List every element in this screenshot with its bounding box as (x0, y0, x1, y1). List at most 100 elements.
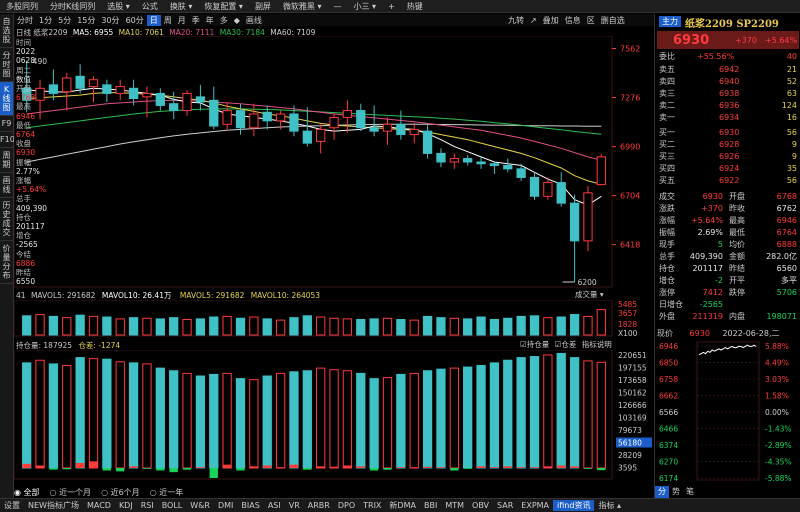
topbar-item[interactable]: + (388, 1, 395, 11)
period-tab[interactable]: 季 (191, 15, 200, 25)
chart-tool[interactable]: ↗ (530, 15, 537, 25)
candle-body[interactable] (583, 192, 593, 242)
candle-body[interactable] (275, 113, 286, 122)
period-tab[interactable]: 60分 (125, 15, 144, 25)
period-tab[interactable]: 日 (146, 14, 161, 26)
topbar-item[interactable]: 分时K线同列 (50, 1, 96, 11)
candle-body[interactable] (449, 158, 459, 163)
leftbar-item[interactable]: 历史成交 (0, 198, 13, 241)
candle-body[interactable] (195, 96, 206, 103)
indicator-tab[interactable]: 新DMA (389, 501, 416, 510)
leftbar-item[interactable]: 自选股 (0, 14, 13, 48)
open-interest-chart[interactable]: 220651 197155 173658 150162 126666 103169 7967… (14, 350, 654, 480)
candle-body[interactable] (75, 75, 85, 89)
topbar-item[interactable]: 恢复配置 ▾ (204, 1, 243, 11)
topbar-item[interactable]: 热键 (406, 1, 423, 11)
candle-body[interactable] (302, 130, 312, 144)
topbar-item[interactable]: 微软雅黑 ▾ (282, 1, 322, 11)
candle-body[interactable] (396, 123, 406, 136)
volume-indicator-dropdown[interactable]: 成交量 ▾ (575, 290, 604, 299)
mini-tab[interactable]: 分 (655, 486, 669, 498)
topbar-item[interactable]: 选股 ▾ (107, 1, 130, 11)
candle-body[interactable] (543, 182, 553, 197)
period-tab[interactable]: 年 (205, 15, 214, 25)
candle-body[interactable] (48, 84, 59, 94)
indicator-tab[interactable]: MACD (86, 501, 111, 510)
leftbar-item[interactable]: 画线 (0, 173, 13, 198)
mini-tab[interactable]: 笔 (686, 487, 694, 496)
indicator-tab[interactable]: KDJ (118, 501, 133, 510)
period-option[interactable]: ○ 近6个月 (101, 487, 140, 498)
candle-body[interactable] (102, 84, 112, 94)
topbar-item[interactable]: 副屏 (254, 1, 271, 11)
leftbar-item[interactable]: 周期 (0, 148, 13, 173)
candle-body[interactable] (489, 163, 500, 166)
indicator-tab[interactable]: 指标 ▴ (598, 501, 622, 510)
indicator-tab[interactable]: W&R (190, 501, 210, 510)
candlestick-chart[interactable]: 7562 7276 6990 6704 6418 490 6200 (14, 36, 654, 288)
candle-body[interactable] (142, 92, 152, 98)
chart-tool[interactable]: 删自选 (600, 15, 625, 25)
leftbar-item[interactable]: 分时图 (0, 48, 13, 82)
candle-body[interactable] (262, 111, 272, 122)
indicator-tab[interactable]: BBI (423, 501, 438, 510)
indicator-help-link[interactable]: 指标说明 (581, 340, 612, 349)
period-tab[interactable]: 1分 (39, 15, 53, 25)
leftbar-item[interactable]: 价量分布 (0, 241, 13, 284)
candle-body[interactable] (596, 156, 606, 186)
indicator-tab[interactable]: EXPMA (521, 501, 550, 510)
candle-body[interactable] (88, 79, 99, 88)
indicator-tab[interactable]: DMI (217, 501, 234, 510)
candle-body[interactable] (529, 176, 540, 197)
chart-tool[interactable]: 区 (586, 15, 595, 25)
indicator-tab[interactable]: NEW指标广场 (28, 501, 79, 510)
period-tab[interactable]: 多 (219, 15, 228, 25)
candle-body[interactable] (169, 103, 179, 112)
intraday-mini-chart[interactable]: 6946 5.88% 6850 4.49% 6758 3.03% 6662 1.58% 6566… (655, 340, 800, 484)
topbar-item[interactable]: 换肤 ▾ (169, 1, 193, 11)
indicator-tab[interactable]: 设置 (4, 501, 20, 510)
candle-body[interactable] (62, 77, 72, 93)
period-tab[interactable]: 分时 (17, 15, 33, 25)
candle-body[interactable] (35, 87, 45, 101)
period-tab[interactable]: 5分 (58, 15, 72, 25)
candle-body[interactable] (155, 92, 165, 106)
candle-body[interactable] (222, 110, 232, 125)
oi-change-checkbox[interactable]: ☑仓差 (554, 340, 577, 349)
candle-body[interactable] (342, 110, 353, 118)
candle-body[interactable] (22, 87, 32, 101)
candle-body[interactable] (463, 158, 473, 163)
indicator-tab[interactable]: ARBR (307, 501, 330, 510)
indicator-tab[interactable]: BIAS (241, 501, 260, 510)
candle-body[interactable] (476, 161, 486, 165)
chart-tool[interactable]: 叠加 (542, 15, 559, 25)
candle-body[interactable] (422, 130, 433, 154)
topbar-item[interactable]: 公式 (141, 1, 158, 11)
period-tab[interactable]: 月 (177, 15, 186, 25)
candle-body[interactable] (182, 92, 192, 112)
indicator-tab[interactable]: RSI (140, 501, 154, 510)
chart-tool[interactable]: 信息 (564, 15, 581, 25)
period-tab[interactable]: 15分 (77, 15, 96, 25)
candle-body[interactable] (329, 116, 339, 129)
candle-body[interactable] (503, 164, 513, 170)
candle-body[interactable] (556, 182, 566, 204)
mini-tab[interactable]: 势 (672, 487, 680, 496)
candle-body[interactable] (569, 202, 580, 242)
indicator-tab[interactable]: MTM (445, 501, 465, 510)
period-tab[interactable]: 画线 (245, 15, 262, 25)
candle-body[interactable] (316, 128, 326, 142)
period-tab[interactable]: 周 (163, 15, 172, 25)
candle-body[interactable] (382, 123, 393, 132)
indicator-tab[interactable]: VR (288, 501, 300, 510)
candle-body[interactable] (289, 113, 299, 132)
period-option[interactable]: ◉ 全部 (14, 487, 40, 498)
topbar-item[interactable]: — (333, 1, 342, 11)
oi-checkbox[interactable]: ☑持仓量 (520, 340, 550, 349)
topbar-item[interactable]: 小三 ▾ (353, 1, 377, 11)
candle-body[interactable] (369, 127, 379, 132)
topbar-item[interactable]: 多股同列 (6, 1, 38, 11)
indicator-tab[interactable]: TRIX (363, 501, 382, 510)
leftbar-item[interactable]: F10 (0, 132, 15, 148)
